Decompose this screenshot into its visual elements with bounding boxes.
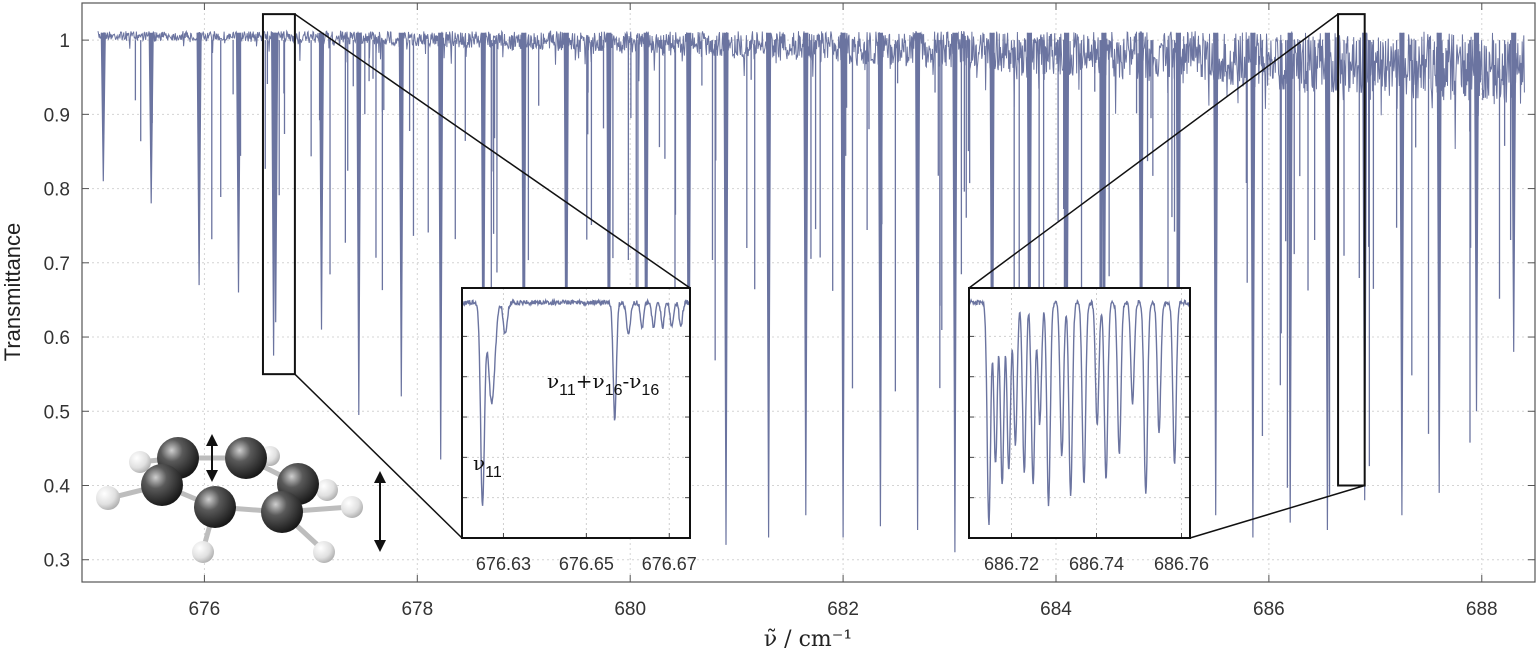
y-tick-label: 0.7	[44, 254, 70, 275]
absorption-line	[438, 32, 444, 460]
x-tick-label: 676	[189, 599, 221, 620]
inset-x-tick-label: 686.76	[1154, 554, 1209, 574]
x-axis-label: ν̃ / cm⁻¹	[764, 627, 852, 652]
y-tick-label: 0.3	[44, 551, 70, 572]
y-axis-label: Transmittance	[0, 223, 25, 362]
y-tick-label: 1	[59, 31, 70, 52]
x-tick-label: 682	[827, 599, 859, 620]
carbon-atoms	[141, 437, 319, 533]
absorption-line	[1213, 32, 1219, 516]
zoom-box	[1337, 13, 1366, 487]
absorption-line	[1399, 32, 1405, 516]
annotation-nu11: ν11	[473, 451, 502, 481]
zoom-connector	[294, 373, 463, 539]
absorption-line	[1287, 32, 1293, 523]
y-tick-label: 0.9	[44, 105, 70, 126]
x-axis: 676 678 680 682 684 686 688	[189, 3, 1498, 620]
inset-background	[969, 288, 1190, 538]
y-axis: 0.3 0.4 0.5 0.6 0.7 0.8 0.9 1	[44, 31, 1535, 572]
zoom-connector	[1189, 484, 1365, 539]
absorption-line	[803, 32, 809, 516]
inset-spectrum-trace	[968, 298, 1191, 526]
x-tick-label: 686	[1253, 599, 1285, 620]
inset-x-tick-label: 686.74	[1069, 554, 1124, 574]
x-tick-label: 684	[1040, 599, 1072, 620]
inset-background	[462, 288, 690, 538]
absorption-line	[766, 32, 772, 538]
y-tick-label: 0.8	[44, 180, 70, 201]
y-tick-label: 0.5	[44, 402, 70, 423]
inset-1: 676.63 676.65 676.67 ν11 ν11+ν16-ν16	[461, 287, 697, 574]
absorption-line	[915, 32, 921, 531]
absorption-line	[1324, 32, 1330, 531]
absorption-line	[1436, 32, 1442, 493]
x-tick-label: 688	[1466, 599, 1498, 620]
inset-x-tick-label: 676.63	[476, 554, 531, 574]
inset-border	[968, 287, 1191, 539]
zoom-indicators	[261, 13, 1366, 539]
zoom-connector	[968, 13, 1339, 289]
absorption-line	[235, 32, 242, 293]
x-tick-label: 680	[614, 599, 646, 620]
inset-border	[461, 287, 691, 539]
inset-spectrum-trace	[461, 297, 691, 506]
y-tick-label: 0.4	[44, 477, 71, 498]
grid-lines	[82, 3, 1535, 582]
inset-2: 686.72 686.74 686.76	[968, 287, 1209, 574]
zoom-connector	[294, 13, 691, 289]
absorption-line	[952, 32, 958, 553]
annotation-hot-band: ν11+ν16-ν16	[547, 369, 659, 399]
absorption-line	[273, 32, 279, 323]
absorption-line	[100, 32, 106, 182]
absorption-line	[1473, 32, 1480, 412]
absorption-line	[356, 32, 362, 416]
absorption-line	[1250, 32, 1256, 538]
x-tick-label: 678	[401, 599, 433, 620]
absorption-line	[1511, 32, 1517, 352]
y-tick-label: 0.6	[44, 328, 70, 349]
absorption-line	[723, 32, 729, 545]
absorption-line	[840, 32, 846, 538]
inset-x-tick-label: 686.72	[984, 554, 1039, 574]
absorption-line	[318, 32, 325, 330]
absorption-line	[398, 32, 404, 397]
plot-border	[81, 2, 1536, 583]
zoom-box	[261, 13, 296, 376]
inset-x-tick-label: 676.67	[642, 554, 697, 574]
hydrogen-atoms	[96, 446, 363, 563]
inset-x-tick-label: 676.65	[559, 554, 614, 574]
molecule-illustration	[96, 434, 386, 563]
